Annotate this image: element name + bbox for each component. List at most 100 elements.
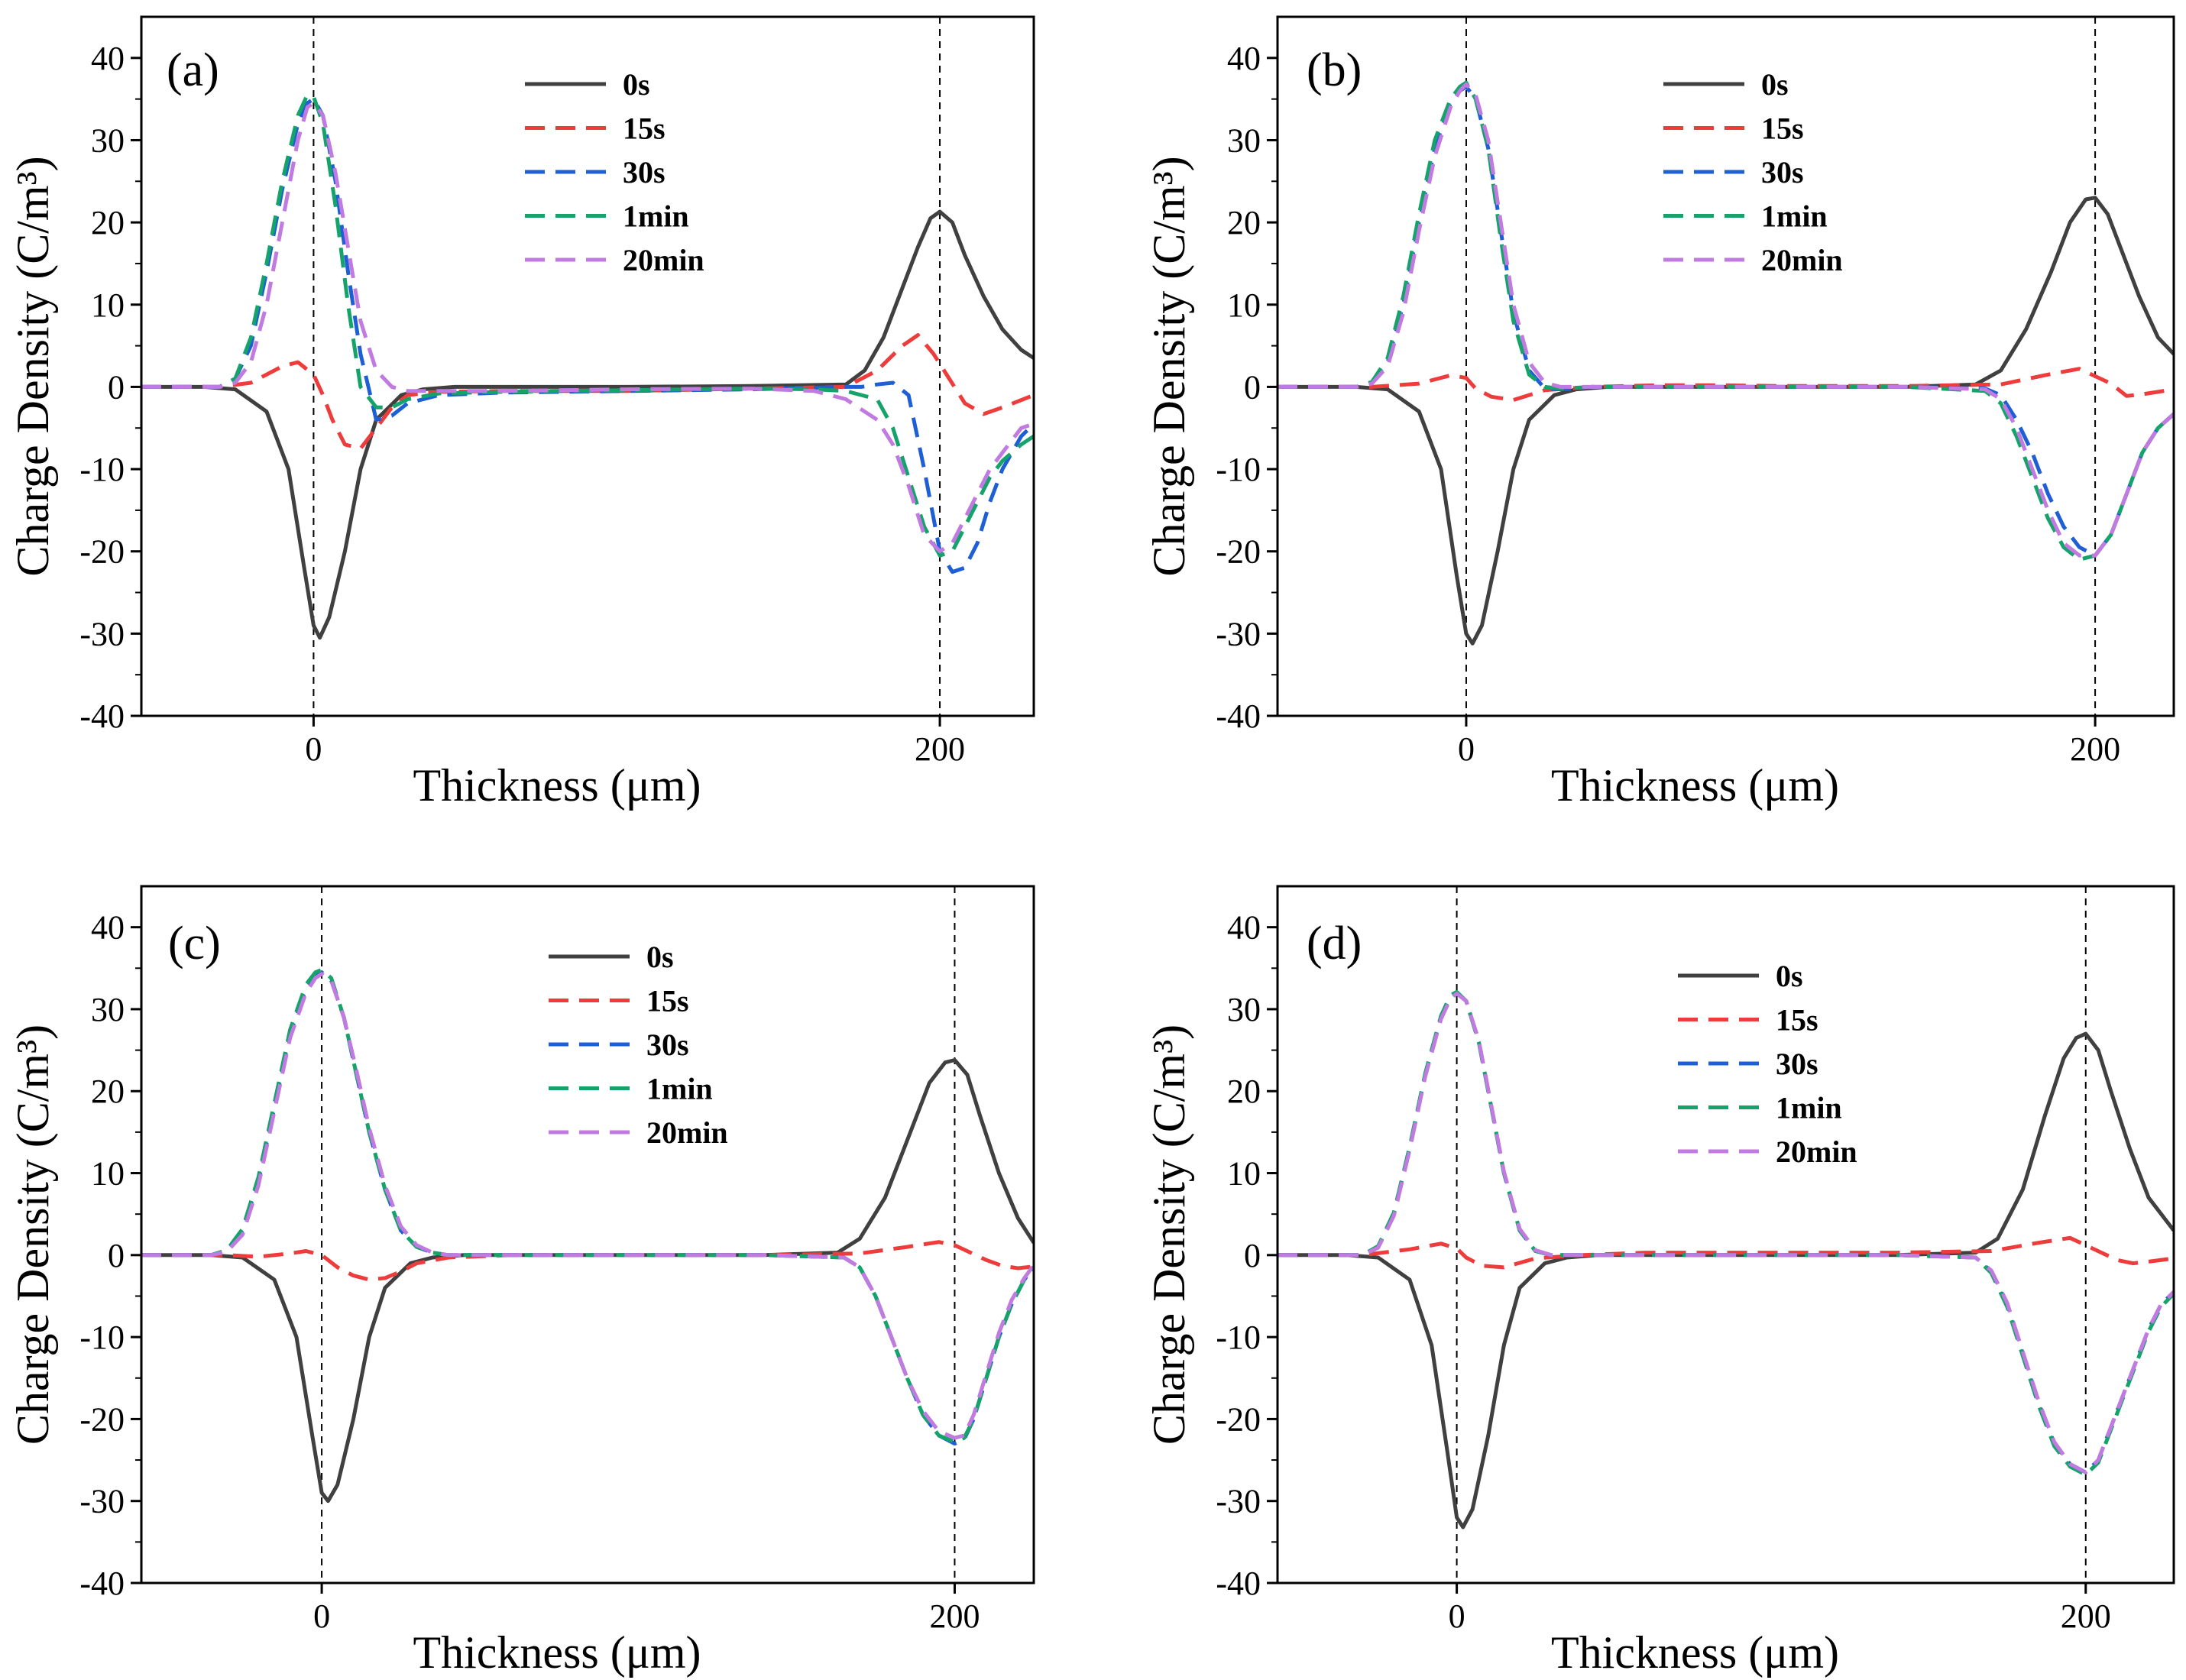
legend: 0s 15s 30s 1min 20min <box>525 67 704 277</box>
y-tick-label: -30 <box>1216 615 1261 652</box>
series-line-15s <box>141 1240 1034 1282</box>
series-line-20min <box>141 101 1034 554</box>
y-tick-label: 20 <box>1227 1073 1261 1110</box>
y-tick-label: 20 <box>91 204 125 241</box>
y-tick-label: -10 <box>79 1319 125 1356</box>
panel-b: -40 -30 -20 -10 0 10 20 30 40 0 200 Thickness (μm) C… <box>1144 15 2175 811</box>
series-line-20min <box>1278 82 2174 558</box>
panel-d: -40 -30 -20 -10 0 10 20 30 40 0 200 Thickness (μm) C… <box>1144 885 2175 1678</box>
legend-label-15s: 15s <box>1776 1003 1818 1037</box>
legend-label-30s: 30s <box>623 155 666 189</box>
series-line-0s <box>141 209 1034 640</box>
y-tick-label: 10 <box>1227 1155 1261 1193</box>
legend-label-0s: 0s <box>646 940 674 974</box>
y-tick-label: -10 <box>79 451 125 488</box>
y-tick-label: -40 <box>1216 698 1261 735</box>
legend-label-20min: 20min <box>623 243 704 277</box>
plot-frame <box>140 15 1035 717</box>
y-tick-label: -40 <box>1216 1565 1261 1602</box>
y-tick-label: 10 <box>1227 286 1261 324</box>
y-tick-label: -20 <box>79 1400 125 1438</box>
legend-label-1min: 1min <box>623 199 689 234</box>
panel-label: (c) <box>168 918 221 969</box>
series-line-20min <box>141 972 1034 1440</box>
y-tick-label: -40 <box>79 1565 125 1602</box>
legend: 0s 15s 30s 1min 20min <box>1663 67 1843 277</box>
legend-label-0s: 0s <box>1761 67 1789 102</box>
series-line-30s <box>141 97 1034 575</box>
y-tick-label: 10 <box>91 1155 125 1193</box>
legend-label-20min: 20min <box>646 1115 728 1150</box>
series-line-1min <box>1278 80 2174 562</box>
x-tick-label: 0 <box>305 730 322 768</box>
x-axis-title: Thickness (μm) <box>1551 1627 1839 1678</box>
y-tick-label: 20 <box>91 1073 125 1110</box>
legend-label-1min: 1min <box>646 1072 713 1106</box>
y-tick-label: 0 <box>1244 1237 1261 1274</box>
panel-a: -40 -30 -20 -10 0 10 20 30 40 0 200 Thickness (μm) C… <box>8 15 1035 811</box>
plot-frame <box>1276 885 2175 1585</box>
y-tick-label: -40 <box>79 698 125 735</box>
legend-label-15s: 15s <box>1761 112 1804 146</box>
legend-label-1min: 1min <box>1776 1091 1842 1125</box>
series-group <box>1278 80 2174 646</box>
y-tick-label: 40 <box>91 909 125 947</box>
y-tick-label: 10 <box>91 286 125 324</box>
panel-label: (d) <box>1307 918 1362 969</box>
plot-frame <box>1276 15 2175 717</box>
x-axis-title: Thickness (μm) <box>413 760 701 811</box>
legend-label-1min: 1min <box>1761 199 1828 234</box>
series-line-1min <box>141 92 1034 558</box>
y-tick-label: -20 <box>79 533 125 571</box>
series-line-20min <box>1278 992 2174 1474</box>
x-tick-label: 0 <box>313 1597 330 1635</box>
y-tick-label: 40 <box>1227 909 1261 947</box>
series-line-1min <box>141 967 1034 1444</box>
legend-label-0s: 0s <box>623 67 650 102</box>
y-tick-label: -30 <box>79 615 125 652</box>
series-line-30s <box>1278 85 2174 558</box>
series-group <box>141 967 1034 1504</box>
y-axis-title: Charge Density (C/m³) <box>8 156 58 576</box>
x-tick-label: 0 <box>1458 730 1475 768</box>
legend: 0s 15s 30s 1min 20min <box>549 940 728 1150</box>
y-tick-label: 0 <box>108 1237 125 1274</box>
series-line-15s <box>1278 367 2174 403</box>
y-tick-label: -10 <box>1216 451 1261 488</box>
plot-frame <box>140 885 1035 1585</box>
legend-label-15s: 15s <box>646 984 689 1018</box>
y-axis-title: Charge Density (C/m³) <box>1144 156 1194 576</box>
y-axis-title: Charge Density (C/m³) <box>1144 1025 1194 1445</box>
panel-label: (a) <box>167 44 219 96</box>
x-axis-title: Thickness (μm) <box>413 1627 701 1678</box>
series-line-15s <box>1278 1235 2174 1270</box>
legend-label-30s: 30s <box>646 1028 689 1062</box>
legend-label-30s: 30s <box>1761 155 1804 189</box>
y-tick-label: -20 <box>1216 1400 1261 1438</box>
x-axis-title: Thickness (μm) <box>1551 760 1839 811</box>
y-tick-label: -20 <box>1216 533 1261 571</box>
y-tick-label: 30 <box>1227 991 1261 1028</box>
y-tick-label: 20 <box>1227 204 1261 241</box>
legend-label-30s: 30s <box>1776 1047 1818 1081</box>
legend-label-20min: 20min <box>1776 1135 1857 1169</box>
legend-label-20min: 20min <box>1761 243 1843 277</box>
x-tick-label: 200 <box>2070 730 2120 768</box>
series-group <box>1278 989 2174 1529</box>
series-line-0s <box>141 1058 1034 1504</box>
legend-label-15s: 15s <box>623 112 666 146</box>
y-tick-label: 40 <box>91 40 125 77</box>
y-tick-label: 0 <box>108 368 125 406</box>
y-tick-label: 30 <box>1227 121 1261 159</box>
y-tick-label: 40 <box>1227 40 1261 77</box>
y-tick-label: -10 <box>1216 1319 1261 1356</box>
x-tick-label: 0 <box>1449 1597 1465 1635</box>
y-tick-label: 30 <box>91 121 125 159</box>
x-tick-label: 200 <box>929 1597 980 1635</box>
panel-label: (b) <box>1307 44 1362 96</box>
x-tick-label: 200 <box>915 730 965 768</box>
y-tick-label: 30 <box>91 991 125 1028</box>
legend-label-0s: 0s <box>1776 959 1803 993</box>
y-axis-title: Charge Density (C/m³) <box>8 1025 58 1445</box>
